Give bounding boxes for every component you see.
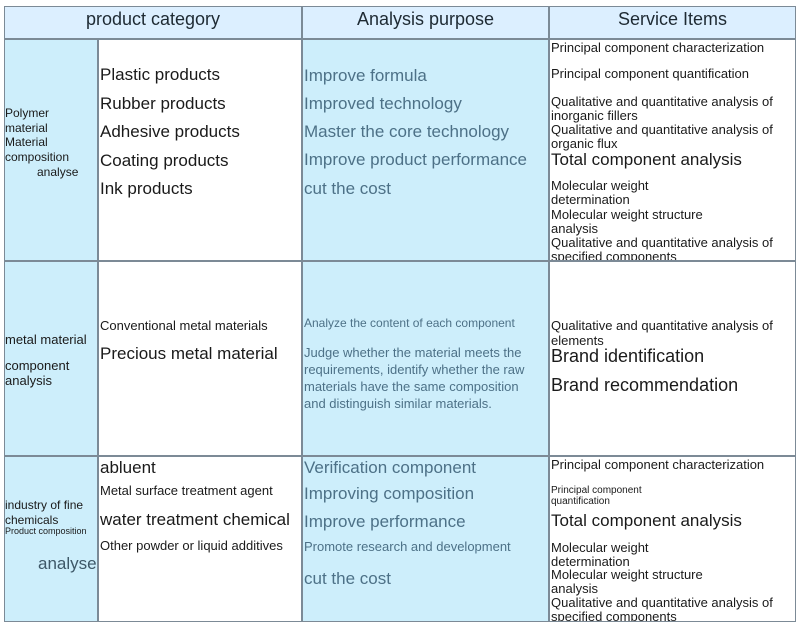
row2-category-line: analysis [5,373,52,388]
row1-category-line: Polymer [5,106,50,120]
product-item: Adhesive products [100,122,240,141]
product-item: abluent [100,458,156,477]
product-item: Precious metal material [100,344,278,363]
purpose-item: cut the cost [304,179,391,198]
header-product-category: product category [4,6,302,39]
row1-category-line: Material [5,135,48,149]
purpose-item: Improved technology [304,94,462,113]
service-item: Qualitative and quantitative analysis of… [551,595,773,622]
purpose-item: Improve formula [304,66,427,85]
service-item: Brand recommendation [551,375,739,395]
row2-category-line: component [5,358,70,373]
service-item: Molecular weight determination [551,178,649,207]
row3-purpose-cell: Verification component Improving composi… [302,456,549,622]
service-item: Molecular weight structure analysis [551,207,703,236]
product-item: Conventional metal materials [100,318,268,333]
row1-category-line: analyse [37,165,79,179]
purpose-item: Improve product performance [304,150,527,169]
row2-category-cell: metal material component analysis [4,261,98,456]
row1-category-line: material [5,121,48,135]
service-item: Principal component characterization [551,40,765,55]
product-item: Other powder or liquid additives [100,538,283,553]
row3-category-line: analyse [38,554,97,573]
service-item: Brand identification [551,346,705,366]
service-item: Molecular weight structure analysis [551,567,703,596]
service-item: Principal component quantification [551,485,642,507]
purpose-item: Verification component [304,458,476,477]
row3-category-line: chemicals [5,513,59,527]
service-item: Total component analysis [551,511,742,530]
row3-category-line: industry of fine [5,498,84,512]
row1-category-cell: Polymer material Material composition an… [4,39,98,261]
header-analysis-purpose-label: Analysis purpose [356,9,495,29]
row3-category-line: Product composition [5,526,87,536]
row2-products-cell: Conventional metal materials Precious me… [98,261,302,456]
purpose-item: cut the cost [304,569,391,588]
product-item: Coating products [100,151,229,170]
row2-category-line: metal material [5,332,87,347]
product-item: Metal surface treatment agent [100,483,273,498]
service-item: Qualitative and quantitative analysis of… [551,94,773,123]
service-item: Qualitative and quantitative analysis of… [551,235,773,261]
service-item: Molecular weight determination [551,540,649,569]
service-item: Qualitative and quantitative analysis of… [551,318,773,348]
row1-purpose-cell: Improve formula Improved technology Mast… [302,39,549,261]
purpose-item: Promote research and development [304,539,511,554]
product-item: Rubber products [100,94,226,113]
row1-category-line: composition [5,150,70,164]
row3-service-cell: Principal component characterization Pri… [549,456,796,622]
purpose-item: Improving composition [304,484,475,503]
service-item: Principal component characterization [551,457,765,472]
product-item: Plastic products [100,65,220,84]
product-item: water treatment chemical [100,510,290,529]
header-service-items-label: Service Items [617,9,728,29]
purpose-item: Judge whether the material meets the req… [304,345,525,411]
row2-purpose-cell: Analyze the content of each component Ju… [302,261,549,456]
purpose-item: Improve performance [304,512,466,531]
purpose-item: Analyze the content of each component [304,316,515,330]
row2-service-cell: Qualitative and quantitative analysis of… [549,261,796,456]
row1-service-cell: Principal component characterization Pri… [549,39,796,261]
service-item: Qualitative and quantitative analysis of… [551,122,773,151]
row3-products-cell: abluent Metal surface treatment agent wa… [98,456,302,622]
purpose-item: Master the core technology [304,122,510,141]
header-product-category-label: product category [85,9,221,29]
row3-category-cell: industry of fine chemicals Product compo… [4,456,98,622]
service-item: Principal component quantification [551,66,750,81]
row1-products-cell: Plastic products Rubber products Adhesiv… [98,39,302,261]
service-table: product category Analysis purpose Servic… [4,6,796,622]
service-item: Total component analysis [551,150,742,169]
header-service-items: Service Items [549,6,796,39]
product-item: Ink products [100,179,193,198]
header-analysis-purpose: Analysis purpose [302,6,549,39]
